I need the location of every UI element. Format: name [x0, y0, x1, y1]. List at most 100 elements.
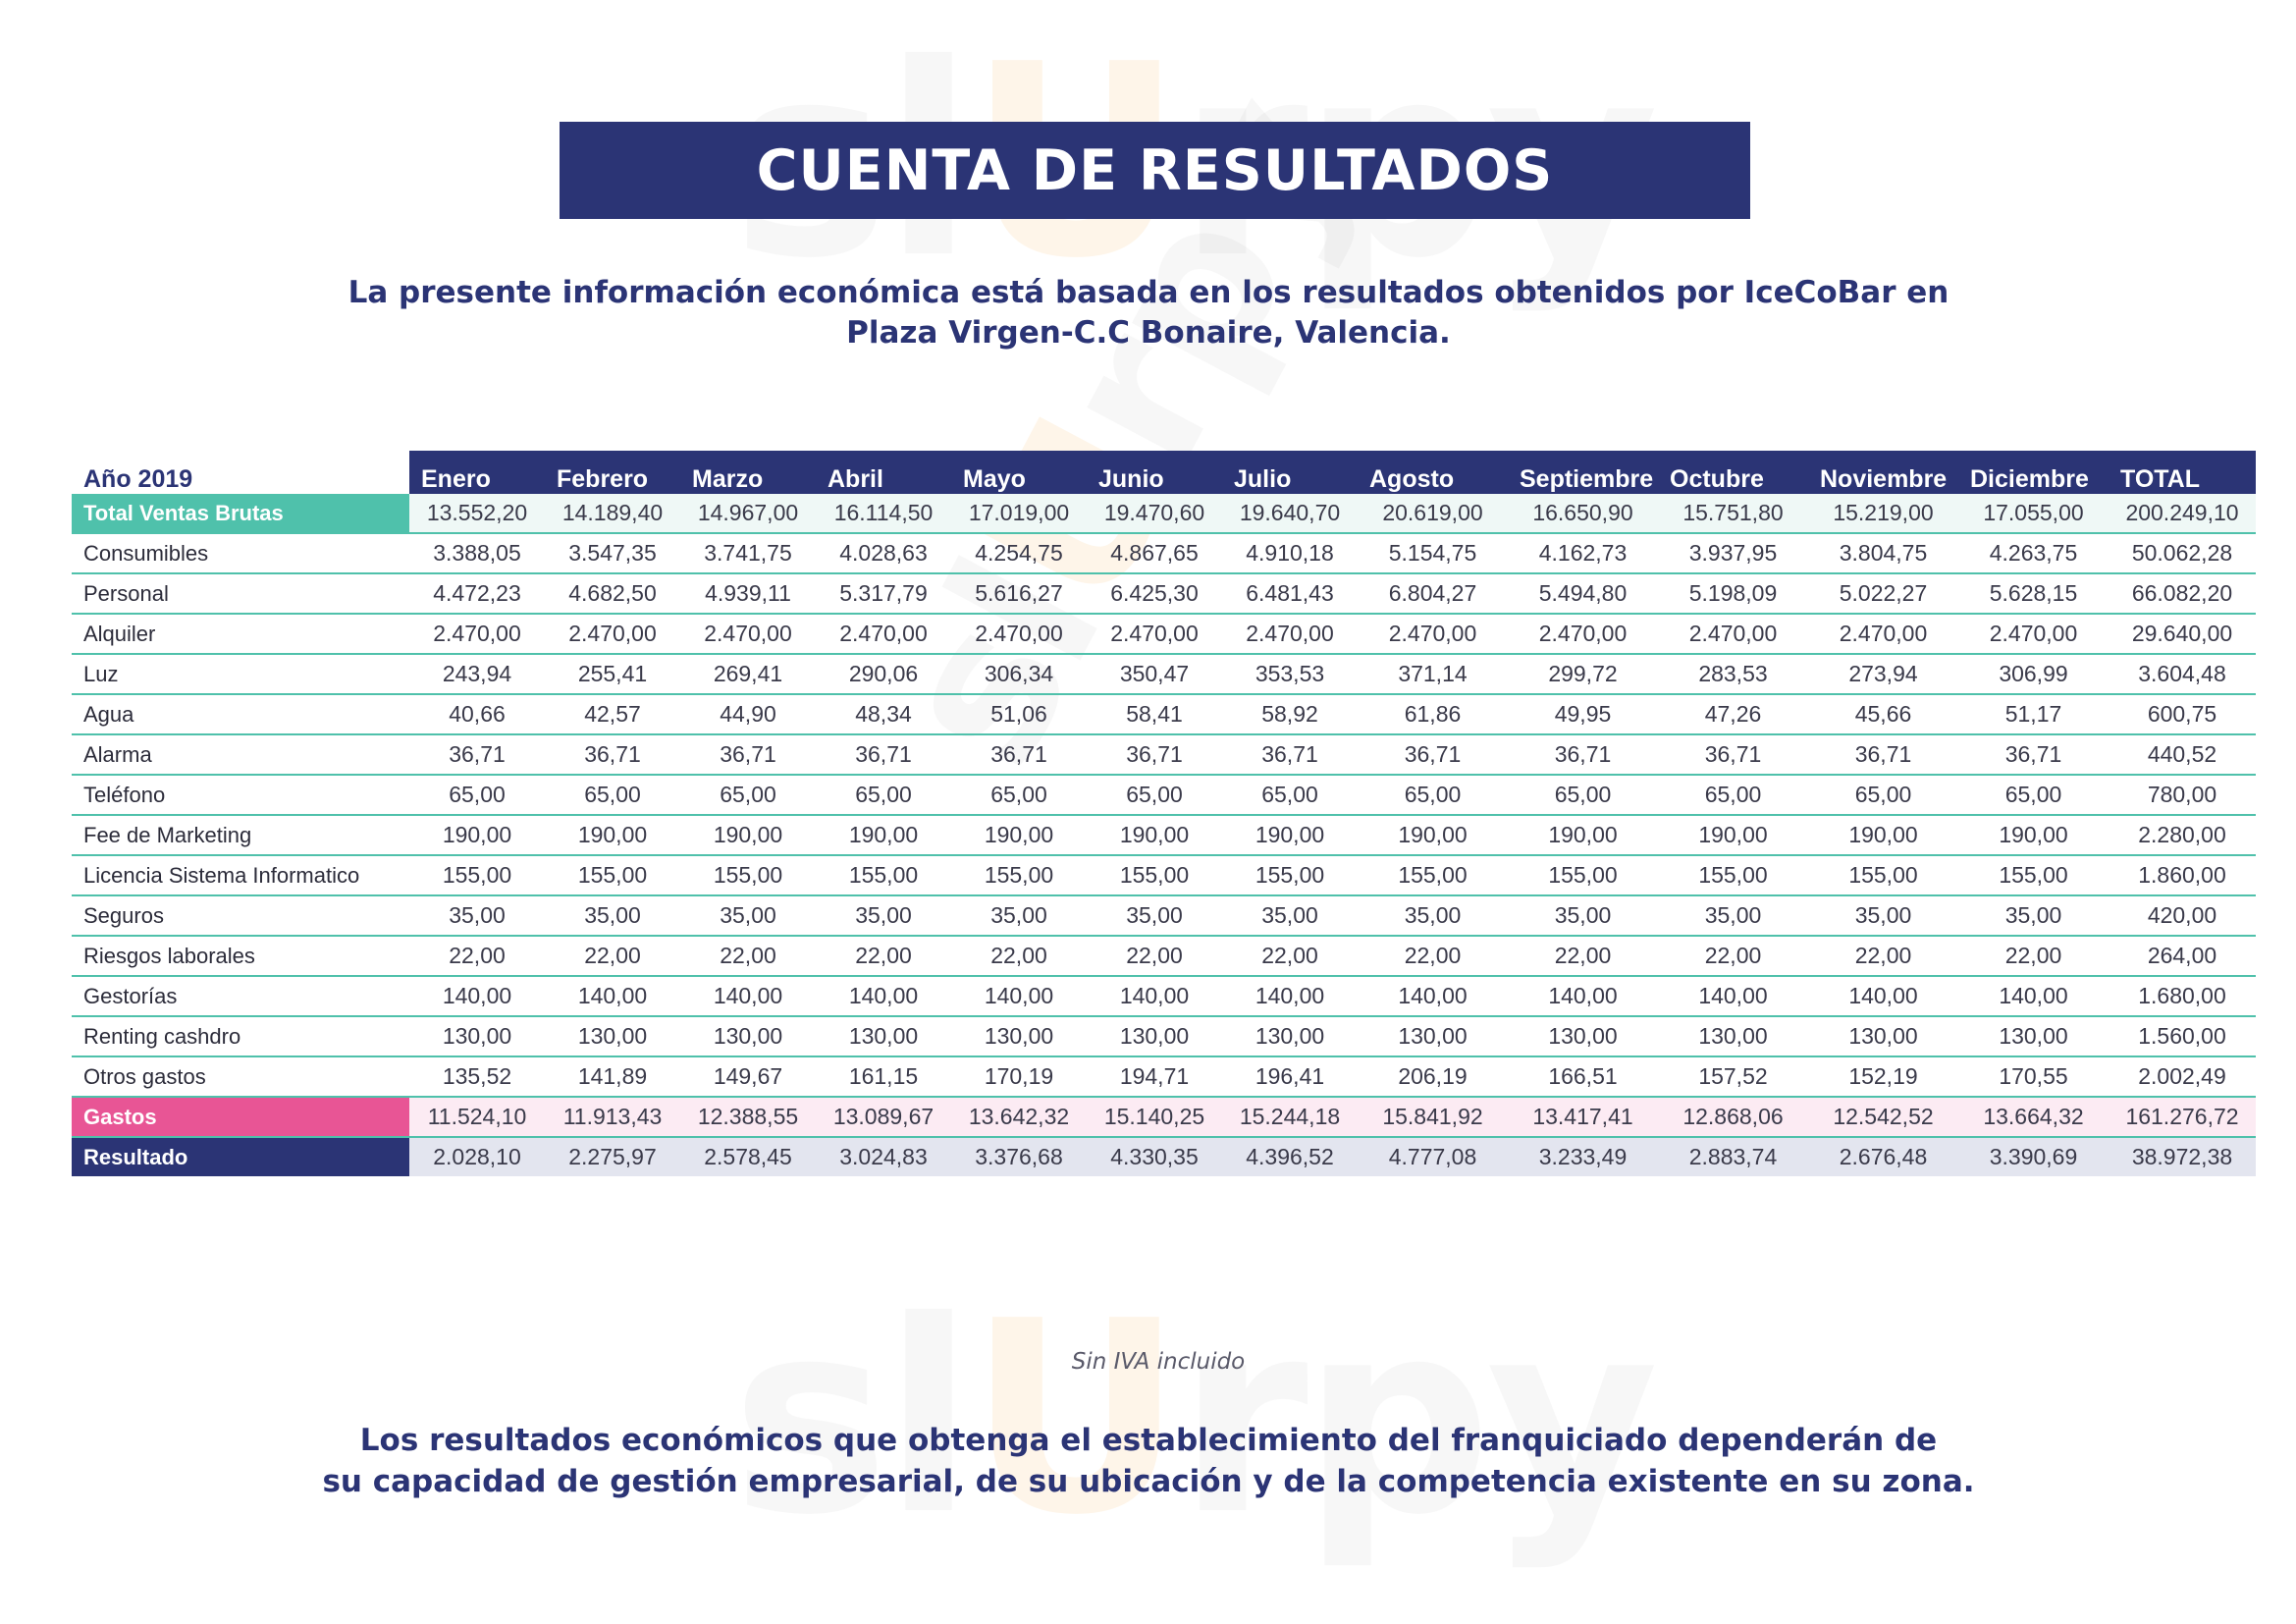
value-cell: 4.472,23	[409, 573, 545, 615]
value-cell: 190,00	[1958, 815, 2109, 856]
row-label: Alarma	[72, 734, 409, 776]
value-cell: 4.682,50	[545, 573, 680, 615]
value-cell: 15.219,00	[1808, 494, 1958, 534]
value-cell: 140,00	[1958, 976, 2109, 1017]
column-header-agosto: Agosto	[1358, 451, 1508, 494]
value-cell: 44,90	[680, 694, 816, 735]
value-cell: 2.470,00	[545, 614, 680, 655]
value-cell: 36,71	[1808, 734, 1958, 776]
table-row: Fee de Marketing 190,00 190,00 190,00 190,00…	[72, 815, 2256, 856]
value-cell: 194,71	[1087, 1056, 1222, 1098]
row-label: Renting cashdro	[72, 1016, 409, 1057]
value-cell: 371,14	[1358, 654, 1508, 695]
value-cell: 3.804,75	[1808, 533, 1958, 574]
value-cell: 170,19	[951, 1056, 1087, 1098]
column-header-julio: Julio	[1222, 451, 1358, 494]
table-row: Consumibles 3.388,05 3.547,35 3.741,75 4.028…	[72, 533, 2256, 574]
value-cell: 155,00	[1358, 855, 1508, 896]
value-cell: 47,26	[1658, 694, 1808, 735]
table-row: Total Ventas Brutas 13.552,20 14.189,40 14.…	[72, 494, 2256, 534]
value-cell: 22,00	[1658, 936, 1808, 977]
value-cell: 170,55	[1958, 1056, 2109, 1098]
value-cell: 130,00	[1358, 1016, 1508, 1057]
row-label: Otros gastos	[72, 1056, 409, 1098]
total-cell: 161.276,72	[2109, 1097, 2256, 1138]
value-cell: 190,00	[1808, 815, 1958, 856]
value-cell: 13.417,41	[1508, 1097, 1658, 1138]
value-cell: 5.198,09	[1658, 573, 1808, 615]
value-cell: 17.055,00	[1958, 494, 2109, 534]
table-row: Licencia Sistema Informatico 155,00 155,00…	[72, 855, 2256, 896]
row-label: Resultado	[72, 1137, 409, 1176]
table-row: Otros gastos 135,52 141,89 149,67 161,15 170,…	[72, 1056, 2256, 1098]
value-cell: 5.317,79	[816, 573, 951, 615]
value-cell: 12.542,52	[1808, 1097, 1958, 1138]
value-cell: 4.910,18	[1222, 533, 1358, 574]
value-cell: 190,00	[545, 815, 680, 856]
value-cell: 2.578,45	[680, 1137, 816, 1176]
value-cell: 2.676,48	[1808, 1137, 1958, 1176]
value-cell: 2.470,00	[1508, 614, 1658, 655]
value-cell: 65,00	[545, 775, 680, 816]
value-cell: 5.628,15	[1958, 573, 2109, 615]
row-label: Alquiler	[72, 614, 409, 655]
value-cell: 2.470,00	[409, 614, 545, 655]
value-cell: 306,34	[951, 654, 1087, 695]
value-cell: 11.913,43	[545, 1097, 680, 1138]
value-cell: 130,00	[1658, 1016, 1808, 1057]
value-cell: 3.547,35	[545, 533, 680, 574]
value-cell: 4.254,75	[951, 533, 1087, 574]
value-cell: 140,00	[1358, 976, 1508, 1017]
value-cell: 17.019,00	[951, 494, 1087, 534]
value-cell: 2.470,00	[1808, 614, 1958, 655]
value-cell: 22,00	[1087, 936, 1222, 977]
row-label: Gastos	[72, 1097, 409, 1138]
value-cell: 36,71	[545, 734, 680, 776]
disclaimer-text: Los resultados económicos que obtenga el…	[294, 1420, 2002, 1502]
value-cell: 2.470,00	[680, 614, 816, 655]
table-row: Personal 4.472,23 4.682,50 4.939,11 5.317,79…	[72, 573, 2256, 615]
value-cell: 65,00	[1222, 775, 1358, 816]
value-cell: 35,00	[1658, 895, 1808, 937]
value-cell: 140,00	[1808, 976, 1958, 1017]
value-cell: 35,00	[1508, 895, 1658, 937]
value-cell: 190,00	[951, 815, 1087, 856]
value-cell: 22,00	[680, 936, 816, 977]
value-cell: 140,00	[1508, 976, 1658, 1017]
value-cell: 35,00	[951, 895, 1087, 937]
value-cell: 16.114,50	[816, 494, 951, 534]
value-cell: 269,41	[680, 654, 816, 695]
value-cell: 140,00	[816, 976, 951, 1017]
value-cell: 36,71	[1087, 734, 1222, 776]
value-cell: 130,00	[545, 1016, 680, 1057]
value-cell: 12.388,55	[680, 1097, 816, 1138]
value-cell: 35,00	[409, 895, 545, 937]
row-label: Riesgos laborales	[72, 936, 409, 977]
value-cell: 190,00	[680, 815, 816, 856]
value-cell: 65,00	[1658, 775, 1808, 816]
value-cell: 161,15	[816, 1056, 951, 1098]
value-cell: 3.937,95	[1658, 533, 1808, 574]
value-cell: 206,19	[1358, 1056, 1508, 1098]
value-cell: 255,41	[545, 654, 680, 695]
value-cell: 36,71	[1508, 734, 1658, 776]
total-cell: 440,52	[2109, 734, 2256, 776]
value-cell: 22,00	[816, 936, 951, 977]
value-cell: 155,00	[816, 855, 951, 896]
value-cell: 4.396,52	[1222, 1137, 1358, 1176]
column-header-febrero: Febrero	[545, 451, 680, 494]
value-cell: 42,57	[545, 694, 680, 735]
value-cell: 306,99	[1958, 654, 2109, 695]
value-cell: 3.741,75	[680, 533, 816, 574]
total-cell: 38.972,38	[2109, 1137, 2256, 1176]
total-cell: 780,00	[2109, 775, 2256, 816]
value-cell: 36,71	[1958, 734, 2109, 776]
value-cell: 65,00	[1087, 775, 1222, 816]
value-cell: 36,71	[951, 734, 1087, 776]
value-cell: 65,00	[1508, 775, 1658, 816]
value-cell: 130,00	[1808, 1016, 1958, 1057]
value-cell: 2.470,00	[1087, 614, 1222, 655]
value-cell: 155,00	[1222, 855, 1358, 896]
value-cell: 4.867,65	[1087, 533, 1222, 574]
row-label: Seguros	[72, 895, 409, 937]
